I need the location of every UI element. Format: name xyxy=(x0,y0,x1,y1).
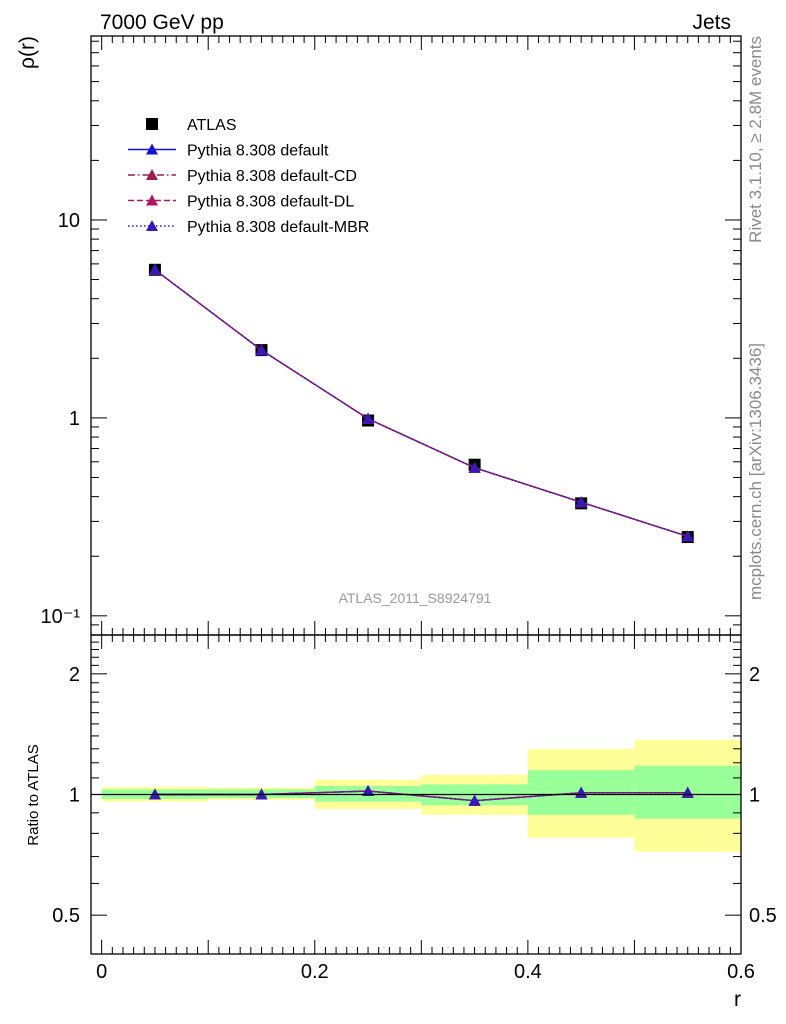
ratio-y-tick-label: 2 xyxy=(69,664,80,686)
series-pythia-8-308-default-mbr-point xyxy=(362,412,375,424)
x-axis-label: r xyxy=(734,988,741,1011)
axes: 0 0.2 0.4 0.6 10⁻¹ 1 10 0.5 0.5 1 1 2 2 xyxy=(41,35,777,983)
x-tick-label: 0.4 xyxy=(514,961,542,983)
series-pythia-8-308-default-mbr-point xyxy=(681,530,694,542)
legend-label: Pythia 8.308 default-DL xyxy=(187,194,354,211)
legend-label: Pythia 8.308 default-CD xyxy=(187,168,357,185)
series-pythia-8-308-default-mbr-point xyxy=(468,461,481,473)
series-pythia-8-308-default-mbr-point xyxy=(575,496,588,508)
ratio-y-axis-label: Ratio to ATLAS xyxy=(25,744,42,845)
ratio-pythia-8-308-default-mbr-point xyxy=(362,785,375,797)
x-tick-label: 0.2 xyxy=(301,961,329,983)
y-axis-label: ρ(r) xyxy=(16,36,39,69)
x-tick-label: 0 xyxy=(96,961,107,983)
y-tick-label: 1 xyxy=(69,408,80,430)
rivet-label: Rivet 3.1.10, ≥ 2.8M events xyxy=(746,36,765,243)
ratio-y-tick-label-right: 2 xyxy=(749,664,760,686)
y-tick-label: 10⁻¹ xyxy=(41,606,81,628)
ratio-y-tick-label: 0.5 xyxy=(52,905,80,927)
series-pythia-8-308-default-mbr-point xyxy=(148,263,161,275)
mcplots-label: mcplots.cern.ch [arXiv:1306.3436] xyxy=(746,343,765,600)
series-pythia-8-308-default-dl-line xyxy=(154,269,688,538)
series-pythia-8-308-default-mbr-point xyxy=(255,344,268,356)
header-left: 7000 GeV pp xyxy=(100,11,224,34)
ratio-pythia-8-308-default-mbr-point xyxy=(468,794,481,806)
legend-label: Pythia 8.308 default xyxy=(187,143,329,160)
watermark: ATLAS_2011_S8924791 xyxy=(339,590,492,606)
series-pythia-8-308-default-cd-line xyxy=(154,269,688,538)
series-pythia-8-308-default-line xyxy=(154,269,688,538)
ratio-y-tick-label: 1 xyxy=(69,785,80,807)
ratio-y-tick-label-right: 0.5 xyxy=(749,905,777,927)
x-tick-label: 0.6 xyxy=(727,961,755,983)
series-pythia-8-308-default-mbr-line xyxy=(154,269,688,538)
main-plot xyxy=(148,263,694,544)
ratio-y-tick-label-right: 1 xyxy=(749,785,760,807)
legend-marker xyxy=(146,143,158,155)
legend-marker xyxy=(146,220,158,231)
legend-label: ATLAS xyxy=(187,117,237,134)
y-tick-label: 10 xyxy=(58,210,80,232)
legend-marker xyxy=(146,118,158,130)
legend-marker xyxy=(146,169,158,180)
legend-marker xyxy=(146,194,158,206)
header-right: Jets xyxy=(692,11,731,34)
legend: ATLAS Pythia 8.308 default Pythia 8.308 de… xyxy=(128,117,369,236)
legend-label: Pythia 8.308 default-MBR xyxy=(187,219,369,236)
